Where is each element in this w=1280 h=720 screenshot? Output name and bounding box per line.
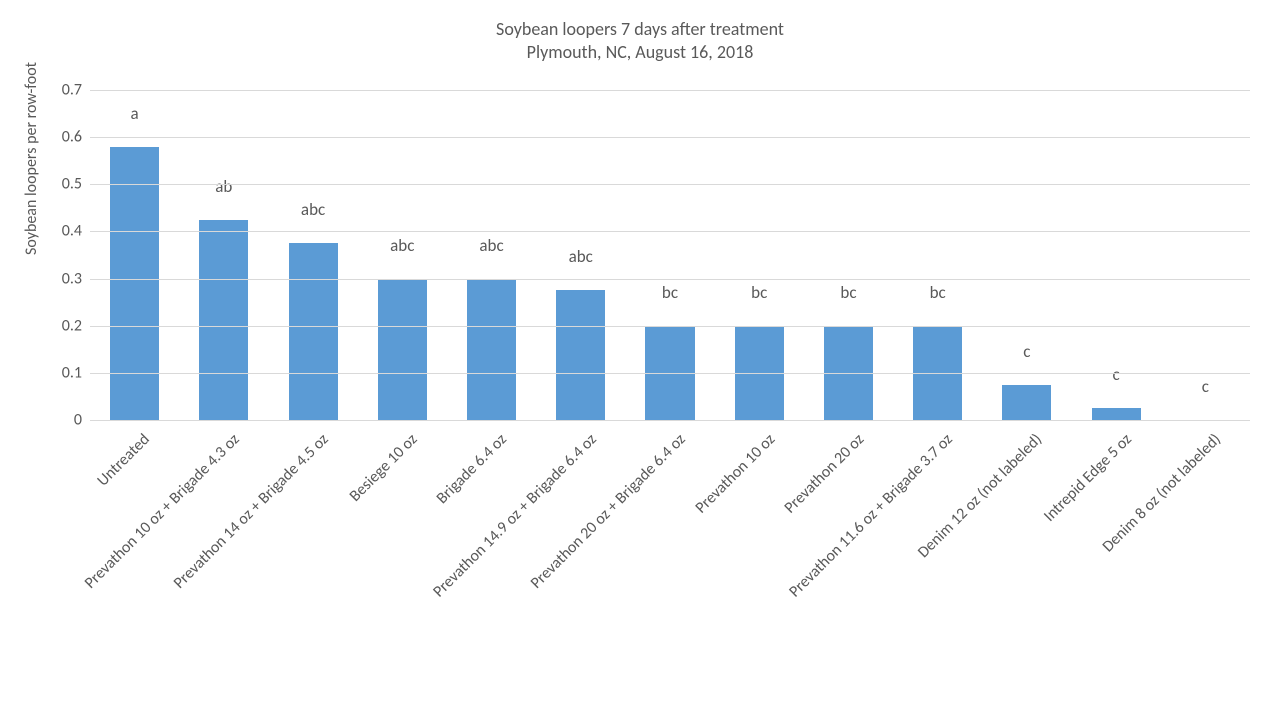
gridline — [90, 90, 1250, 91]
bar — [467, 279, 516, 420]
bar-slot: bc — [715, 90, 804, 420]
bars-group: aababcabcabcabcbcbcbcbcccc — [90, 90, 1250, 420]
x-tick-label: Prevathon 14.9 oz + Brigade 6.4 oz — [429, 430, 600, 601]
bar — [1002, 385, 1051, 420]
plot-area: aababcabcabcabcbcbcbcbcccc 00.10.20.30.4… — [90, 90, 1250, 420]
bar-slot: abc — [358, 90, 447, 420]
y-tick-label: 0 — [74, 411, 90, 430]
x-tick-label: Prevathon 10 oz — [691, 430, 778, 517]
x-tick-label: Prevathon 11.6 oz + Brigade 3.7 oz — [786, 430, 957, 601]
bar — [110, 147, 159, 420]
bar-data-label: abc — [268, 199, 357, 220]
gridline — [90, 279, 1250, 280]
bar-data-label: c — [1161, 376, 1250, 397]
bar-data-label: abc — [358, 235, 447, 256]
x-tick-label: Prevathon 20 oz + Brigade 6.4 oz — [527, 430, 690, 593]
bar — [556, 290, 605, 420]
y-tick-label: 0.2 — [62, 316, 90, 335]
bar-data-label: c — [1072, 364, 1161, 385]
gridline — [90, 184, 1250, 185]
x-tick-label: Besiege 10 oz — [346, 430, 422, 506]
bar-data-label: bc — [715, 282, 804, 303]
y-axis-title: Soybean loopers per row-foot — [22, 62, 41, 255]
chart-title-line1: Soybean loopers 7 days after treatment — [0, 18, 1280, 41]
bar-data-label: a — [90, 103, 179, 124]
bar-slot: ab — [179, 90, 268, 420]
x-tick-label: Prevathon 14 oz + Brigade 4.5 oz — [170, 430, 333, 593]
bar — [378, 279, 427, 420]
bar-slot: bc — [804, 90, 893, 420]
gridline — [90, 420, 1250, 421]
y-tick-label: 0.1 — [62, 363, 90, 382]
bar-slot: abc — [268, 90, 357, 420]
gridline — [90, 137, 1250, 138]
y-tick-label: 0.4 — [62, 222, 90, 241]
x-axis-labels: UntreatedPrevathon 10 oz + Brigade 4.3 o… — [90, 424, 1250, 714]
y-tick-label: 0.7 — [62, 81, 90, 100]
bar-slot: c — [1161, 90, 1250, 420]
x-tick-label: Untreated — [94, 430, 154, 490]
bar-slot: c — [1072, 90, 1161, 420]
y-tick-label: 0.5 — [62, 175, 90, 194]
chart-title-line2: Plymouth, NC, August 16, 2018 — [0, 41, 1280, 64]
chart-container: Soybean loopers 7 days after treatment P… — [0, 0, 1280, 720]
bar-slot: c — [982, 90, 1071, 420]
x-tick-label: Intrepid Edge 5 oz — [1040, 430, 1136, 526]
y-tick-label: 0.6 — [62, 128, 90, 147]
gridline — [90, 231, 1250, 232]
bar-data-label: abc — [447, 235, 536, 256]
bar-data-label: c — [982, 341, 1071, 362]
bar-data-label: abc — [536, 246, 625, 267]
bar — [1092, 408, 1141, 420]
gridline — [90, 373, 1250, 374]
bar-slot: abc — [447, 90, 536, 420]
bar — [199, 220, 248, 420]
chart-title: Soybean loopers 7 days after treatment P… — [0, 18, 1280, 63]
x-tick-label: Prevathon 10 oz + Brigade 4.3 oz — [81, 430, 244, 593]
bar-slot: bc — [625, 90, 714, 420]
bar-data-label: bc — [625, 282, 714, 303]
bar-slot: a — [90, 90, 179, 420]
bar-data-label: bc — [804, 282, 893, 303]
bar-slot: abc — [536, 90, 625, 420]
y-tick-label: 0.3 — [62, 269, 90, 288]
x-tick-label: Brigade 6.4 oz — [433, 430, 511, 508]
bar-slot: bc — [893, 90, 982, 420]
x-tick-label: Prevathon 20 oz — [780, 430, 867, 517]
bar-data-label: bc — [893, 282, 982, 303]
bar — [289, 243, 338, 420]
gridline — [90, 326, 1250, 327]
bar-data-label: ab — [179, 176, 268, 197]
